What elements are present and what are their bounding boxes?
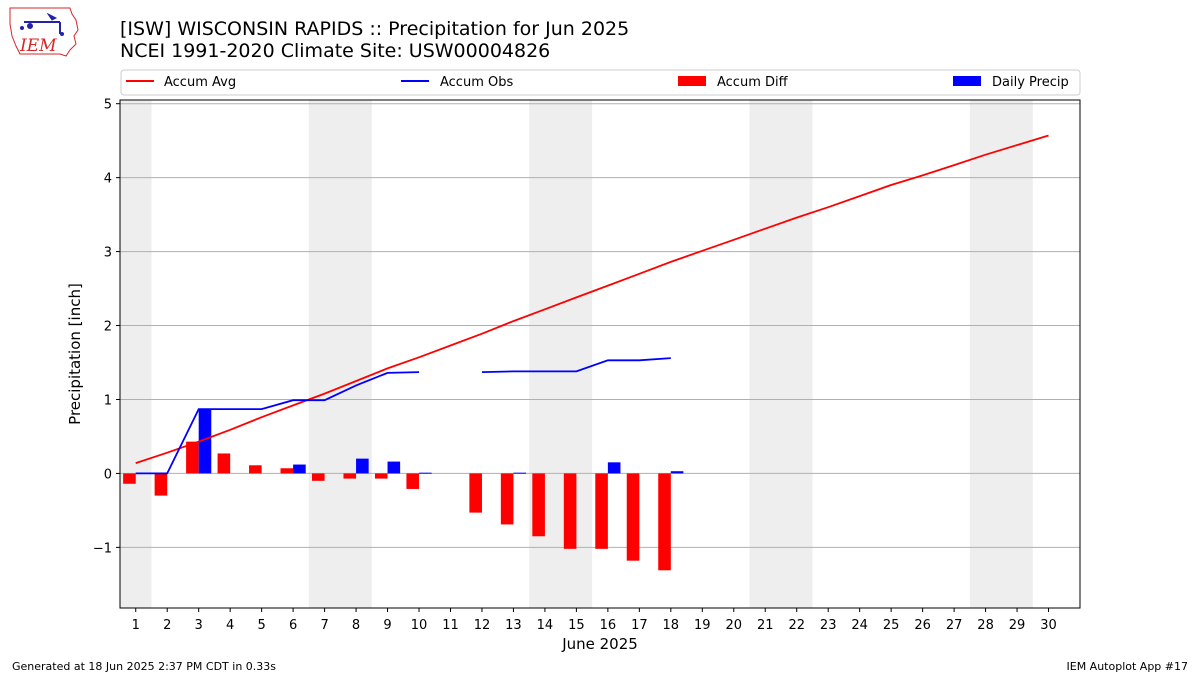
y-tick-label-3: 2 [104,320,112,335]
x-tick-label-16: 16 [600,618,617,633]
accum-obs-line [135,357,671,475]
x-tick-label-15: 15 [568,618,585,633]
weekend-band-2 [308,100,372,608]
accum-diff-bar-day-8 [343,473,357,479]
x-tick-label-19: 19 [694,618,711,633]
accum-diff-bar-day-13 [500,473,514,525]
x-axis-label: June 2025 [561,635,638,653]
iem-logo-text: IEM [19,36,57,56]
accum-diff-bar-day-15 [563,473,577,549]
legend-item-daily-precip: Daily Precip [953,75,1069,90]
legend-swatch-accum-diff [678,76,706,86]
x-tick-label-1: 1 [132,618,140,633]
x-tick-label-29: 29 [1009,618,1026,633]
plot-area [119,99,1081,609]
weekend-bands [120,100,1033,608]
accum-diff-bars [123,441,671,571]
x-axis-ticks: 1 2 3 4 5 6 7 8 9 10 11 12 13 14 15 16 17 18 19 20 21 22 23 24 2… [132,608,1057,633]
x-tick-label-13: 13 [505,618,522,633]
legend-label-accum-diff: Accum Diff [717,75,789,90]
legend-label-daily-precip: Daily Precip [992,75,1069,90]
chart-subtitle: NCEI 1991-2020 Climate Site: USW00004826 [120,40,550,62]
accum-diff-bar-day-12 [469,473,482,513]
daily-precip-bar-day-9 [387,461,401,474]
y-tick-label-2: 1 [104,393,112,408]
x-tick-label-23: 23 [820,618,837,633]
daily-precip-bar-day-3 [198,409,212,474]
x-tick-label-22: 22 [788,618,805,633]
legend-item-accum-avg: Accum Avg [126,75,236,90]
y-tick-label-4: 3 [104,246,112,261]
x-tick-label-25: 25 [883,618,900,633]
accum-diff-bar-day-4 [217,453,231,474]
accum-diff-bar-day-16 [595,473,608,549]
y-tick-label-5: 4 [104,172,112,187]
chart-title: [ISW] WISCONSIN RAPIDS :: Precipitation … [120,18,629,40]
accum-diff-bar-day-7 [312,473,325,481]
y-tick-label-6: 5 [104,98,112,113]
x-tick-label-21: 21 [757,618,774,633]
y-axis-label: Precipitation [inch] [66,283,84,425]
legend-label-accum-obs: Accum Obs [440,75,513,90]
x-tick-label-2: 2 [163,618,171,633]
daily-precip-bar-day-6 [293,464,306,474]
daily-precip-bar-day-10 [419,472,432,474]
accum-diff-bar-day-18 [658,473,671,571]
daily-precip-bars [198,409,684,474]
accum-avg-line [135,134,1049,464]
footer-app-id: IEM Autoplot App #17 [1067,660,1189,673]
x-tick-label-17: 17 [631,618,648,633]
weekend-band-1 [120,100,152,608]
accum-diff-bar-day-1 [123,473,136,484]
legend-label-accum-avg: Accum Avg [164,75,236,90]
legend-swatch-daily-precip [953,76,981,86]
x-tick-label-6: 6 [289,618,297,633]
x-tick-label-8: 8 [352,618,360,633]
x-tick-label-3: 3 [195,618,203,633]
iem-logo: IEM [9,7,79,57]
x-tick-label-9: 9 [383,618,391,633]
x-tick-label-27: 27 [946,618,963,633]
y-tick-label-1: 0 [104,467,112,482]
x-tick-label-26: 26 [914,618,931,633]
x-tick-label-11: 11 [442,618,459,633]
daily-precip-bar-day-13 [513,472,527,474]
accum-diff-bar-day-6 [280,468,294,474]
legend: Accum Avg Accum Obs Accum Diff Daily Pre… [120,69,1081,96]
iowa-state-outline-icon [9,7,79,57]
x-tick-label-20: 20 [725,618,742,633]
x-tick-label-28: 28 [977,618,994,633]
x-tick-label-4: 4 [226,618,234,633]
accum-diff-bar-day-10 [406,473,420,489]
accum-diff-bar-day-2 [154,473,168,496]
x-tick-label-10: 10 [411,618,428,633]
daily-precip-bar-day-16 [607,462,621,474]
x-tick-label-5: 5 [257,618,265,633]
y-axis-ticks: −1 0 1 2 3 4 5 [93,98,120,556]
x-tick-label-24: 24 [851,618,868,633]
footer-generated: Generated at 18 Jun 2025 2:37 PM CDT in … [12,660,276,673]
weekend-band-5 [969,100,1033,608]
plot-frame [119,99,1081,609]
daily-precip-bar-day-8 [356,458,369,474]
x-tick-label-18: 18 [663,618,680,633]
x-tick-label-14: 14 [537,618,554,633]
x-tick-label-12: 12 [474,618,491,633]
y-tick-label-0: −1 [93,541,112,556]
accum-diff-bar-day-14 [532,473,545,537]
legend-frame [120,69,1081,96]
gridlines [120,103,1080,548]
accum-diff-bar-day-3 [186,441,199,474]
x-tick-label-7: 7 [320,618,328,633]
accum-diff-bar-day-5 [249,465,262,474]
x-tick-label-30: 30 [1040,618,1057,633]
daily-precip-bar-day-18 [670,471,684,474]
accum-diff-bar-day-17 [626,473,640,561]
accum-diff-bar-day-9 [374,473,388,479]
legend-item-accum-diff: Accum Diff [678,75,789,90]
weather-symbols-icon [20,12,64,36]
weekend-band-4 [749,100,813,608]
legend-item-accum-obs: Accum Obs [401,75,513,90]
